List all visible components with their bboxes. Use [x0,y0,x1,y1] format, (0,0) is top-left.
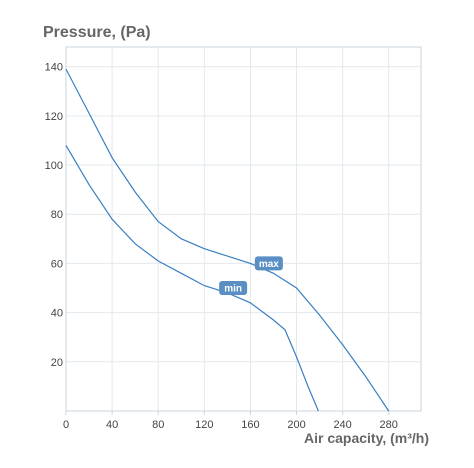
y-tick-label: 100 [45,160,63,172]
x-tick-label: 0 [63,419,69,431]
plot-frame [65,46,422,412]
y-tick-label: 40 [51,308,63,320]
series-lines [65,68,390,412]
y-tick-label: 140 [45,62,63,74]
series-line-min [65,145,319,412]
x-tick-label: 280 [380,419,398,431]
series-label-max: max [259,259,279,270]
x-tick-label: 160 [241,419,259,431]
series-label-min: min [224,284,242,295]
x-tick-label: 40 [106,419,118,431]
y-tick-label: 120 [45,111,63,123]
tick-labels: 0 40 80 120 160 200 240 280 20 40 60 80 100 120 140 [45,62,398,431]
x-tick-label: 200 [287,419,305,431]
grid [66,47,421,411]
y-tick-label: 60 [51,258,63,270]
x-tick-label: 80 [152,419,164,431]
y-tick-label: 20 [51,357,63,369]
series-labels: max min [219,256,283,296]
series-label-badge-max [254,256,283,271]
y-tick-label: 80 [51,209,63,221]
series-line-max [65,68,390,412]
x-axis-title: Air capacity, (m³/h) [304,430,429,446]
y-axis-title: Pressure, (Pa) [43,24,151,41]
series-label-badge-min [219,281,248,296]
x-tick-label: 120 [195,419,213,431]
x-tick-label: 240 [333,419,351,431]
